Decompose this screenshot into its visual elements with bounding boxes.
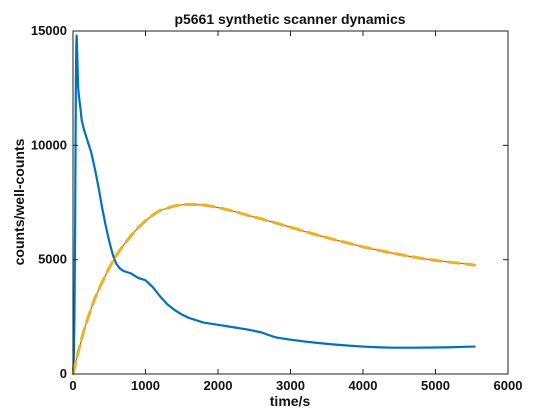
y-axis-label: counts/well-counts [11,138,27,265]
x-tick-label: 5000 [421,378,450,393]
axes-layer: 0 1000 2000 3000 4000 5000 6000 0 5000 10000 15000 [31,23,523,393]
y-tick-label: 0 [60,366,67,381]
y-tick-label: 10000 [31,137,67,152]
series-line-1 [71,34,476,376]
x-tick-label: 6000 [494,378,523,393]
chart-title: p5661 synthetic scanner dynamics [174,11,405,27]
x-tick-label: 2000 [204,378,233,393]
x-tick-label: 0 [69,378,76,393]
x-tick-label: 4000 [349,378,378,393]
series-layer [71,34,477,376]
y-tick-label: 15000 [31,23,67,38]
y-tick-label: 5000 [38,252,67,267]
x-tick-label: 3000 [276,378,305,393]
series-line-3 [71,202,477,376]
x-axis-label: time/s [270,393,311,409]
x-tick-label: 1000 [131,378,160,393]
